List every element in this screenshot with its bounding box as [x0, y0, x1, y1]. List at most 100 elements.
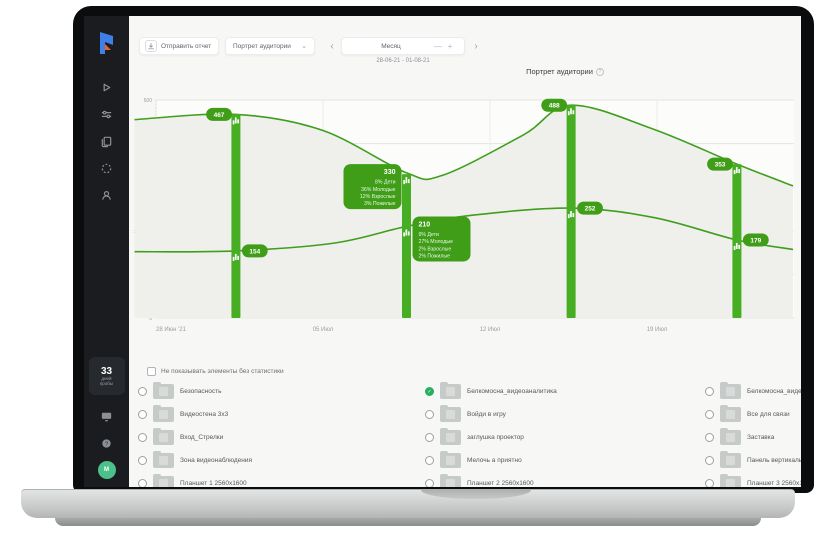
- chart-marker-bar[interactable]: [732, 164, 742, 318]
- monitor-icon[interactable]: [94, 407, 120, 425]
- radio[interactable]: [425, 433, 434, 442]
- laptop-notch: [421, 490, 531, 499]
- radio[interactable]: [138, 410, 147, 419]
- chart-marker[interactable]: 353: [707, 157, 741, 175]
- svg-text:252: 252: [585, 206, 596, 213]
- trial-caption-2: пробы: [99, 380, 114, 386]
- list-item[interactable]: Планшет 3 2560x1600: [705, 472, 801, 487]
- list-item-label: Безопасность: [180, 388, 222, 395]
- sidebar: 33 дней пробы ? М: [84, 16, 129, 487]
- content-column-3: Белкомосна_видеоаналитика Все для связи За…: [705, 380, 801, 487]
- svg-text:330: 330: [384, 169, 396, 176]
- list-item[interactable]: Все для связи: [705, 403, 801, 426]
- trial-badge[interactable]: 33 дней пробы: [88, 357, 125, 395]
- list-item[interactable]: Мелочь а приятно: [425, 449, 710, 472]
- folder-icon: [440, 405, 461, 422]
- radio[interactable]: [705, 410, 714, 419]
- content-column-1: Безопасность Видеостена 3x3 Вход_Стрелки Зо…: [138, 380, 423, 487]
- svg-text:?: ?: [105, 441, 108, 447]
- help-icon[interactable]: ?: [94, 434, 120, 452]
- user-avatar[interactable]: М: [97, 461, 116, 479]
- list-item[interactable]: Безопасность: [138, 380, 423, 403]
- list-item-label: Зона видеонаблюдения: [180, 457, 252, 464]
- list-item-label: Планшет 1 2560x1600: [180, 480, 247, 487]
- svg-text:36% Молодые: 36% Молодые: [361, 187, 396, 193]
- hide-empty-checkbox[interactable]: [147, 367, 156, 376]
- radio[interactable]: [425, 410, 434, 419]
- list-item[interactable]: Видеостена 3x3: [138, 403, 423, 426]
- svg-text:179: 179: [750, 237, 761, 244]
- zoom-out-button[interactable]: —: [434, 41, 442, 51]
- period-control[interactable]: Месяц — +: [341, 37, 465, 55]
- list-item-label: Заставка: [747, 434, 775, 441]
- play-icon[interactable]: [94, 78, 120, 96]
- list-item[interactable]: Зона видеонаблюдения: [138, 449, 423, 472]
- documents-icon[interactable]: [94, 132, 120, 150]
- radio[interactable]: [705, 456, 714, 465]
- list-item[interactable]: ✓ Белкомосна_видеоаналитика: [425, 380, 710, 403]
- list-item[interactable]: Войди в игру: [425, 403, 710, 426]
- send-report-button[interactable]: Отправить отчет: [139, 37, 219, 55]
- folder-icon: [153, 428, 174, 445]
- user-icon[interactable]: [94, 186, 120, 204]
- svg-text:210: 210: [418, 221, 430, 228]
- svg-text:05 Июл: 05 Июл: [313, 327, 334, 333]
- list-item[interactable]: Панель вертикальная внутр: [705, 449, 801, 472]
- prev-period-button[interactable]: ‹: [330, 40, 334, 52]
- radio[interactable]: [705, 479, 714, 487]
- zoom-in-button[interactable]: +: [447, 41, 453, 51]
- chart-marker-bar[interactable]: [231, 114, 241, 318]
- hide-empty-toggle[interactable]: Не показывать элементы без статистики: [147, 367, 284, 376]
- sidebar-nav: [94, 78, 120, 204]
- radio[interactable]: [138, 456, 147, 465]
- radio[interactable]: [138, 479, 147, 487]
- report-type-value: Портрет аудитории: [233, 42, 291, 50]
- download-icon: [145, 40, 157, 52]
- hide-empty-label: Не показывать элементы без статистики: [161, 368, 284, 375]
- list-item[interactable]: Заставка: [705, 426, 801, 449]
- list-item[interactable]: заглушка проектор: [425, 426, 710, 449]
- main-area: Отправить отчет Портрет аудитории ⌄ ‹ Ме…: [129, 16, 801, 487]
- list-item-label: заглушка проектор: [467, 434, 524, 441]
- svg-text:12% Взрослые: 12% Взрослые: [360, 194, 396, 200]
- radio[interactable]: [138, 387, 147, 396]
- app-logo: [99, 32, 113, 54]
- svg-text:19 Июл: 19 Июл: [647, 327, 668, 333]
- list-item[interactable]: Вход_Стрелки: [138, 426, 423, 449]
- laptop-base-lip: [55, 518, 761, 526]
- send-report-label: Отправить отчет: [161, 42, 212, 50]
- folder-icon: [440, 428, 461, 445]
- loader-icon[interactable]: [94, 159, 120, 177]
- folder-icon: [153, 474, 174, 487]
- app-screen: 33 дней пробы ? М: [84, 16, 801, 487]
- chart-marker-bar[interactable]: [401, 174, 411, 318]
- chart-marker[interactable]: 154: [232, 244, 268, 261]
- chart-marker[interactable]: 179: [733, 233, 769, 250]
- list-item-label: Войди в игру: [467, 411, 506, 418]
- list-item[interactable]: Планшет 1 2560x1600: [138, 472, 423, 487]
- chart-marker[interactable]: 467: [206, 107, 240, 125]
- radio[interactable]: [705, 433, 714, 442]
- chart-info-icon[interactable]: ?: [595, 67, 604, 76]
- list-item-label: Планшет 2 2560x1600: [467, 480, 534, 487]
- radio[interactable]: [705, 387, 714, 396]
- period-value: Месяц: [381, 42, 401, 50]
- radio[interactable]: [425, 479, 434, 487]
- equalizer-icon[interactable]: [94, 105, 120, 123]
- laptop-base: [21, 489, 795, 518]
- chevron-down-icon: ⌄: [301, 43, 307, 50]
- chart-marker[interactable]: 252: [567, 201, 603, 219]
- report-type-select[interactable]: Портрет аудитории ⌄: [225, 37, 315, 55]
- radio-selected[interactable]: ✓: [425, 387, 434, 396]
- list-item[interactable]: Белкомосна_видеоаналитика: [705, 380, 801, 403]
- radio[interactable]: [425, 456, 434, 465]
- folder-icon: [720, 474, 741, 487]
- chart-marker[interactable]: 488: [541, 98, 575, 116]
- radio[interactable]: [138, 433, 147, 442]
- next-period-button[interactable]: ›: [474, 40, 478, 52]
- list-item[interactable]: Планшет 2 2560x1600: [425, 472, 710, 487]
